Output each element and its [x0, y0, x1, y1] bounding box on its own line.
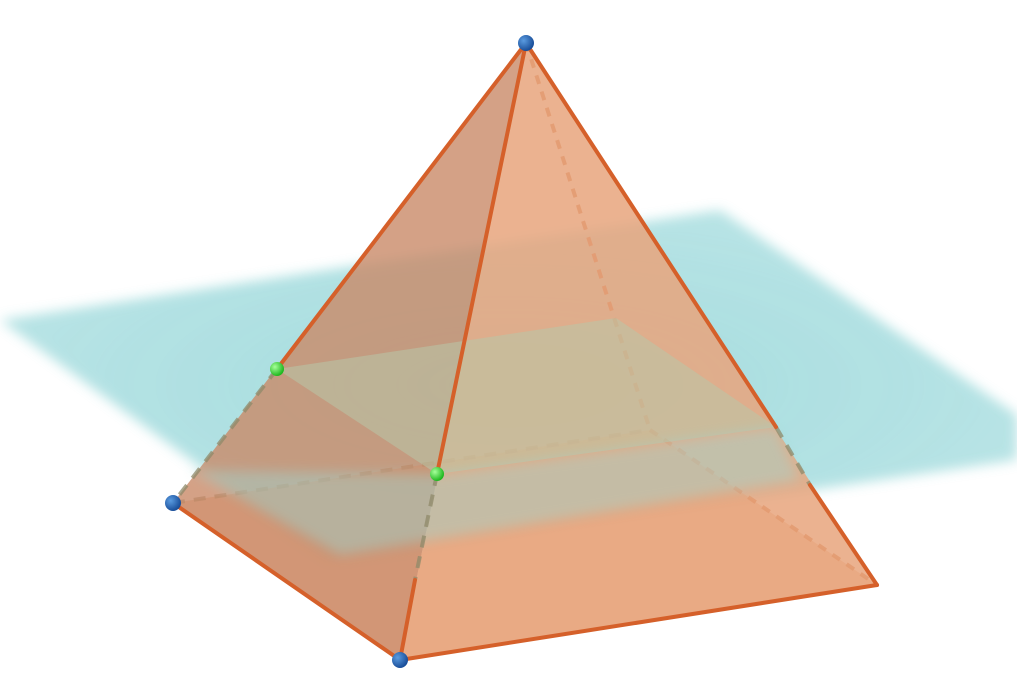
edge-right-under-plane: [774, 425, 812, 487]
edge-front-under-plane: [413, 473, 439, 581]
vertex-apex[interactable]: [518, 35, 534, 51]
edge-apex-right: [524, 41, 778, 429]
edge-base-front-right: [398, 583, 879, 662]
intersection-point-front[interactable]: [430, 467, 444, 481]
vertex-base-front[interactable]: [392, 652, 408, 668]
intersection-point-left[interactable]: [270, 362, 284, 376]
edge-right-lower: [808, 483, 879, 587]
vertex-base-left[interactable]: [165, 495, 181, 511]
edge-front-lower: [398, 578, 417, 662]
edge-left-under-plane: [171, 367, 279, 505]
edge-base-left-front: [171, 501, 402, 662]
cross-section: [277, 318, 776, 474]
plane-front-overlay: [190, 427, 800, 555]
edge-apex-front: [435, 41, 528, 476]
edge-apex-left: [275, 41, 528, 371]
